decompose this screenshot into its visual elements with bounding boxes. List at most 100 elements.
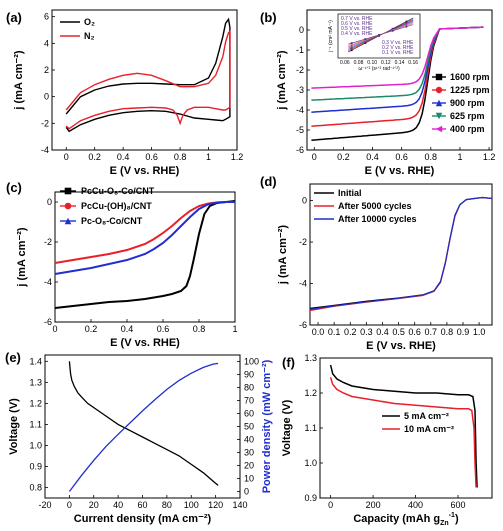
legend-label: 400 rpm (450, 124, 485, 134)
x-tick-label: 600 (451, 500, 466, 510)
y-tick-label: -6 (44, 317, 52, 327)
inset-legend-label: 0.7 V vs. RHE (341, 16, 373, 22)
x-tick-label: 0 (64, 152, 69, 162)
y2-tick-label: 40 (244, 435, 254, 445)
x-axis-label: Current density (mA cm⁻²) (74, 513, 212, 525)
power-density-line (68, 362, 219, 492)
inset-point (350, 44, 353, 47)
x-tick-label: 0 (52, 324, 57, 334)
marker (435, 112, 443, 120)
y-tick-label: 0 (44, 92, 49, 102)
x-tick-label: 0.6 (157, 324, 170, 334)
plot-frame (309, 183, 493, 326)
panel-label: (f) (282, 355, 295, 370)
legend-label: 5 mA cm⁻² (404, 411, 449, 421)
y2-tick-label: 10 (244, 474, 254, 484)
marker (64, 202, 72, 210)
inset-plot: 0.06 0.08 0.10 0.12 0.14 0.16 ω⁻¹ᐟ² (s¹ᐟ² rad⁻… (328, 13, 421, 72)
y2-tick-label: 70 (244, 396, 254, 406)
voltage-line (68, 361, 219, 486)
series-line-2 (309, 196, 493, 310)
x-tick-label: 1 (232, 324, 237, 334)
legend-label: PcCu-O₈-Co/CNT (81, 186, 155, 196)
x-tick-label: -20 (38, 500, 51, 510)
chart-d: 0.0 0.1 0.2 0.3 0.4 0.5 0.6 0.7 0.8 0.9 1.0 -6 -4 -2 0… (260, 174, 493, 352)
series-line-0 (329, 364, 478, 488)
y-tick-label: 1.0 (304, 458, 317, 468)
legend-label: Initial (338, 188, 362, 198)
y-tick-label: -4 (41, 145, 49, 155)
panel-label: (c) (6, 180, 22, 195)
x-tick-label: 0.4 (376, 327, 389, 337)
panel-label: (a) (6, 10, 22, 25)
y-tick-label: 1.0 (29, 440, 42, 450)
x-axis-label: Capacity (mAh gZn-1) (353, 512, 459, 527)
series-line-1 (329, 377, 477, 488)
legend-label: N₂ (84, 31, 95, 41)
x-tick-label: 0.6 (408, 327, 421, 337)
y2-tick-label: 90 (244, 370, 254, 380)
inset-point (378, 34, 380, 36)
chart-b: 0 0.2 0.4 0.6 0.8 1 1.2 -6 -5 -4 -3 -2 -1 0 (b) E (V vs… (260, 9, 495, 177)
y2-tick-label: 0 (244, 487, 249, 497)
y-tick-label: 1.1 (304, 423, 317, 433)
y2-tick-label: 50 (244, 422, 254, 432)
inset-tick-label: 0.14 (395, 60, 405, 66)
inset-point (350, 46, 353, 49)
y-tick-label: -1 (296, 45, 304, 55)
plot-frame (44, 354, 241, 499)
x-tick-label: 0 (328, 500, 333, 510)
x-axis-label: E (V vs. RHE) (110, 337, 180, 349)
x-axis-label: E (V vs. RHE) (365, 165, 435, 177)
legend-label: After 10000 cycles (338, 214, 417, 224)
x-tick-label: 400 (408, 500, 423, 510)
y2-tick-label: 20 (244, 461, 254, 471)
inset-point (405, 25, 408, 28)
x-tick-label: 0.8 (441, 327, 454, 337)
marker (64, 187, 72, 195)
inset-point (350, 49, 353, 52)
marker (435, 99, 443, 107)
x-axis-label: E (V vs. RHE) (366, 340, 436, 352)
legend-label: 625 rpm (450, 111, 485, 121)
x-tick-label: 0.7 (425, 327, 438, 337)
inset-x-label: ω⁻¹ᐟ² (s¹ᐟ² rad⁻¹ᐟ²) (358, 66, 400, 72)
y-tick-label: -2 (296, 65, 304, 75)
inset-fit-line (348, 24, 414, 45)
x-tick-label: 0.8 (425, 152, 438, 162)
inset-point (350, 43, 353, 46)
x-tick-label: 0.2 (88, 152, 101, 162)
plot-frame (306, 9, 493, 151)
inset-legend-label: 0.2 V vs. RHE (382, 45, 414, 51)
series-line-400rpm (311, 26, 484, 89)
inset-tick-label: 0.08 (354, 60, 364, 66)
x-tick-label: 120 (208, 500, 223, 510)
y2-tick-label: 100 (244, 357, 259, 367)
legend-label: 900 rpm (450, 98, 485, 108)
marker (435, 125, 443, 133)
x-tick-label: 40 (113, 500, 123, 510)
inset-tick-label: 0.16 (408, 60, 418, 66)
y-tick-label: -2 (44, 237, 52, 247)
y-tick-label: 2 (44, 65, 49, 75)
y-tick-label: 1.1 (29, 419, 42, 429)
x-axis-label: E (V vs. RHE) (110, 165, 180, 177)
y-tick-label: -4 (296, 105, 304, 115)
y-axis-label: j (mA cm⁻²) (16, 227, 28, 288)
y-tick-label: 1.3 (304, 353, 317, 363)
x-tick-label: 1 (457, 152, 462, 162)
x-tick-label: 100 (184, 500, 199, 510)
y-tick-label: -6 (296, 145, 304, 155)
x-tick-label: 1 (206, 152, 211, 162)
legend-label: 1225 rpm (450, 85, 490, 95)
y-tick-label: 0.8 (29, 482, 42, 492)
inset-legend-label: 0.3 V vs. RHE (382, 40, 414, 46)
x-tick-label: 80 (162, 500, 172, 510)
x-tick-label: 0.6 (145, 152, 158, 162)
y-tick-label: -2 (41, 118, 49, 128)
inset-legend-label: 0.5 V vs. RHE (341, 26, 373, 32)
x-tick-label: 0.0 (312, 327, 325, 337)
legend-label: O₂ (84, 17, 95, 27)
x-axis-label-close: ) (455, 513, 459, 525)
y2-tick-label: 80 (244, 383, 254, 393)
